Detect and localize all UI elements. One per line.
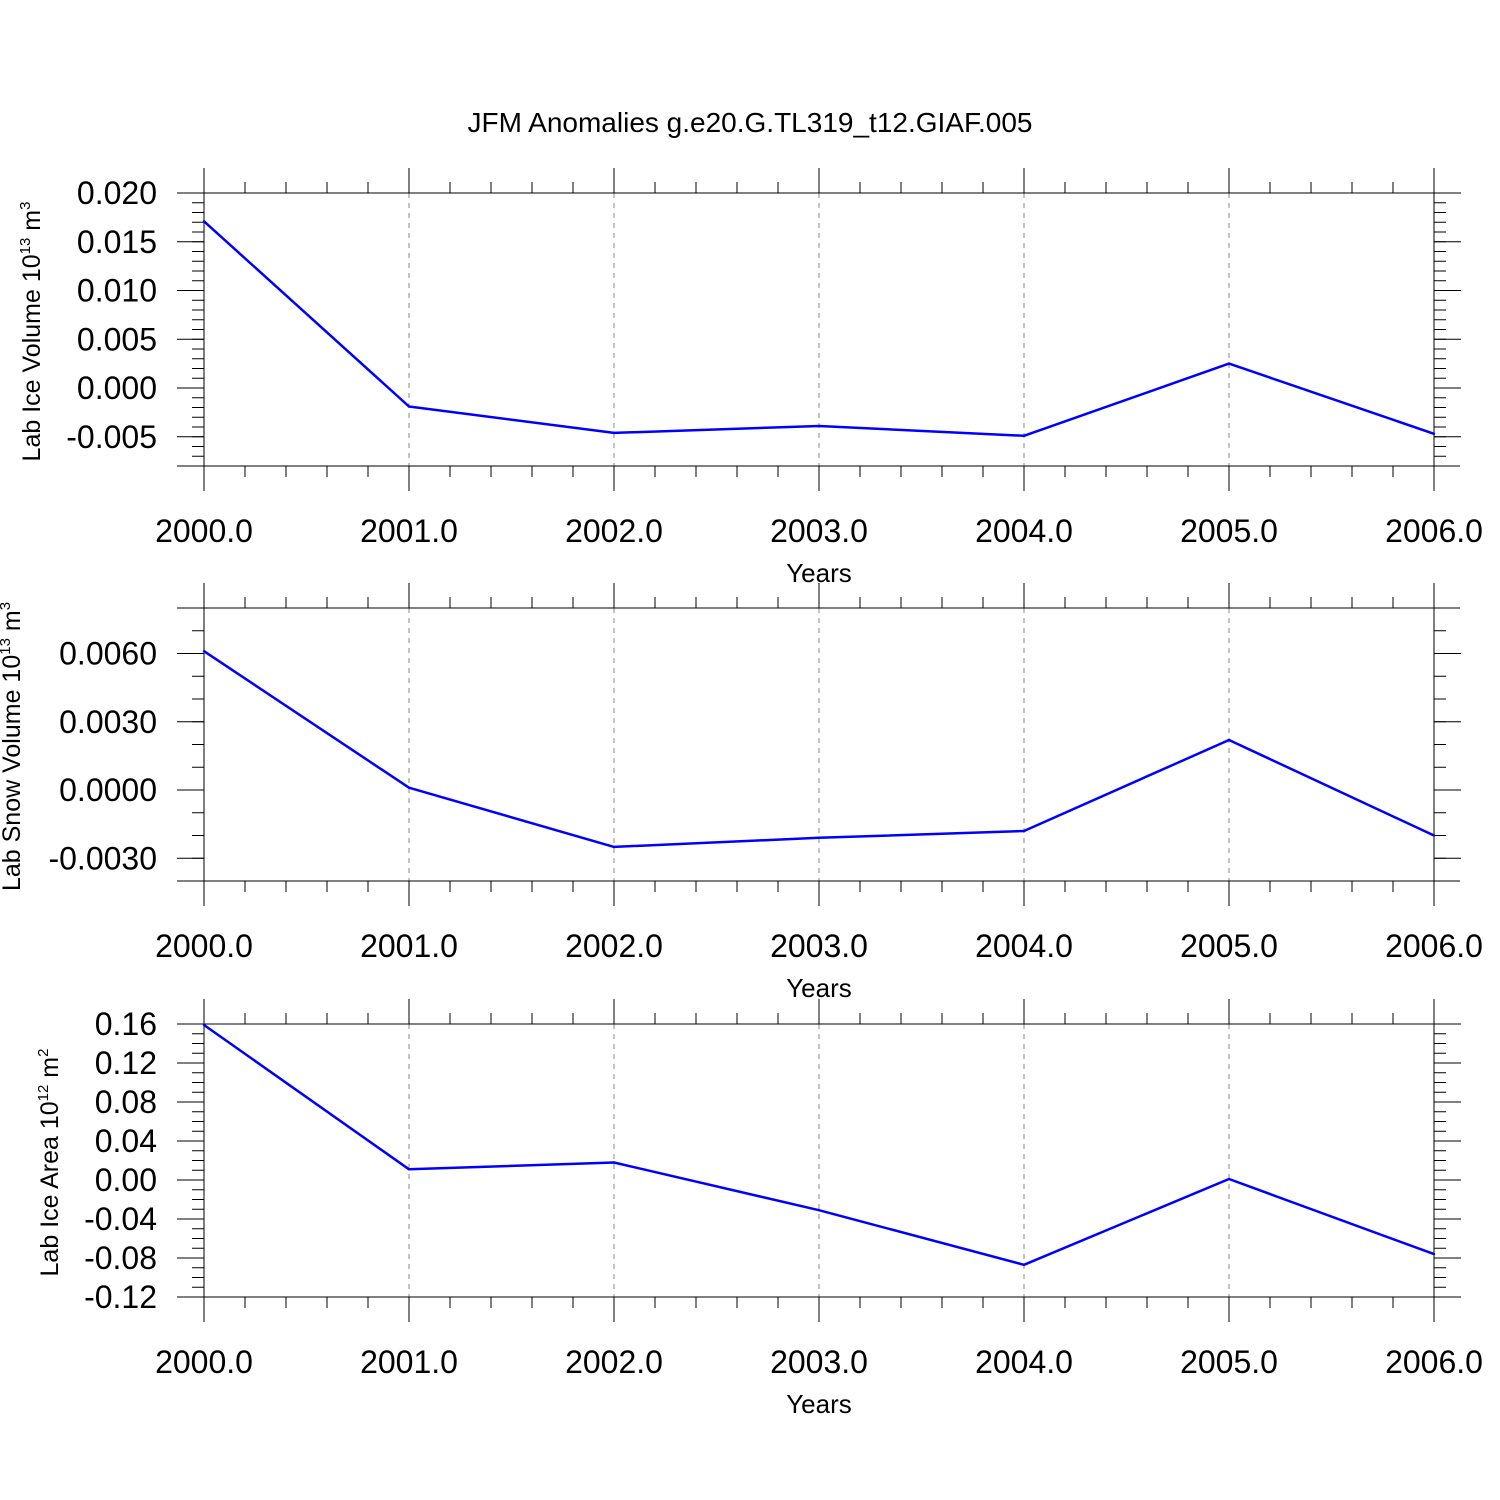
y-tick-label: 0.16 <box>95 1006 157 1042</box>
y-axis-label-exponent: 13 <box>0 638 14 655</box>
y-tick-label: 0.08 <box>95 1084 157 1120</box>
x-tick-label: 2004.0 <box>975 513 1073 549</box>
data-point <box>202 220 206 223</box>
y-tick-label: 0.010 <box>77 273 157 309</box>
data-point <box>817 1209 821 1212</box>
data-point <box>1022 434 1026 437</box>
y-axis-label-unit: m <box>36 1057 64 1085</box>
x-axis-label: Years <box>786 973 852 1003</box>
panels: 2000.0 2001.0 2002.0 2003.0 2004.0 2005.0 2006… <box>0 168 1483 1419</box>
x-tick-label: 2006.0 <box>1385 1344 1483 1380</box>
x-tick-label: 2004.0 <box>975 1344 1073 1380</box>
x-tick-label: 2006.0 <box>1385 928 1483 964</box>
y-tick-label: 0.015 <box>77 224 157 260</box>
data-point <box>407 1168 411 1171</box>
data-point <box>202 1023 206 1027</box>
x-tick-label: 2001.0 <box>360 928 458 964</box>
x-tick-label: 2006.0 <box>1385 513 1483 549</box>
y-tick-label: 0.04 <box>95 1123 157 1159</box>
y-axis-label-exponent: 12 <box>35 1085 52 1102</box>
y-axis-label-main: Lab Ice Area 10 <box>36 1101 64 1276</box>
x-tick-label: 2002.0 <box>565 513 663 549</box>
panel-3: 2000.0 2001.0 2002.0 2003.0 2004.0 2005.0 2006… <box>35 999 1483 1419</box>
y-axis-label: Lab Ice Volume 1013 m3 <box>17 202 46 462</box>
y-tick-label: 0.0030 <box>59 704 157 740</box>
y-tick-label: -0.0030 <box>48 840 157 876</box>
x-tick-label: 2002.0 <box>565 1344 663 1380</box>
data-point <box>1227 1177 1231 1181</box>
y-tick-label: 0.0000 <box>59 772 157 808</box>
x-tick-label: 2003.0 <box>770 1344 868 1380</box>
y-axis-label-unit: m <box>0 610 26 638</box>
y-axis-label-unit-exponent: 3 <box>0 602 14 610</box>
y-axis-label: Lab Ice Area 1012 m2 <box>35 1049 64 1277</box>
y-axis-label-unit-exponent: 3 <box>17 202 34 210</box>
data-point <box>612 431 616 435</box>
data-point <box>1022 829 1026 833</box>
y-tick-label: 0.005 <box>77 321 157 357</box>
y-tick-label: -0.04 <box>84 1201 157 1237</box>
x-tick-label: 2003.0 <box>770 513 868 549</box>
x-axis-label: Years <box>786 1389 852 1419</box>
data-point <box>202 650 206 653</box>
data-point <box>817 836 821 839</box>
y-axis-label-unit-exponent: 2 <box>35 1049 52 1057</box>
y-axis-label-unit: m <box>18 210 46 238</box>
y-tick-label: 0.00 <box>95 1162 157 1198</box>
x-tick-label: 2002.0 <box>565 928 663 964</box>
y-tick-label: 0.000 <box>77 370 157 406</box>
x-tick-label: 2001.0 <box>360 513 458 549</box>
x-tick-label: 2000.0 <box>155 513 253 549</box>
y-tick-label: -0.12 <box>84 1279 157 1315</box>
data-point <box>817 424 821 428</box>
data-point <box>1432 834 1436 837</box>
data-point <box>1022 1263 1026 1267</box>
panel-1: 2000.0 2001.0 2002.0 2003.0 2004.0 2005.0 2006… <box>17 168 1483 588</box>
x-tick-label: 2005.0 <box>1180 928 1278 964</box>
data-point <box>1227 738 1231 742</box>
x-tick-label: 2000.0 <box>155 928 253 964</box>
y-axis-label-exponent: 13 <box>17 238 34 255</box>
panel-2: 2000.0 2001.0 2002.0 2003.0 2004.0 2005.0 2006… <box>0 583 1483 1003</box>
y-axis-label: Lab Snow Volume 1013 m3 <box>0 602 26 891</box>
data-point <box>1227 362 1231 365</box>
x-tick-label: 2005.0 <box>1180 513 1278 549</box>
y-tick-label: 0.0060 <box>59 636 157 672</box>
data-point <box>612 1161 616 1164</box>
data-point <box>407 405 411 408</box>
y-tick-label: 0.12 <box>95 1045 157 1081</box>
x-tick-label: 2001.0 <box>360 1344 458 1380</box>
x-tick-label: 2000.0 <box>155 1344 253 1380</box>
y-tick-label: 0.020 <box>77 175 157 211</box>
x-tick-label: 2005.0 <box>1180 1344 1278 1380</box>
y-axis-label-main: Lab Ice Volume 10 <box>18 254 46 461</box>
y-tick-label: -0.08 <box>84 1240 157 1276</box>
x-tick-label: 2003.0 <box>770 928 868 964</box>
y-axis-label-main: Lab Snow Volume 10 <box>0 655 26 891</box>
chart-title: JFM Anomalies g.e20.G.TL319_t12.GIAF.005 <box>468 107 1033 138</box>
data-point <box>1432 1252 1436 1256</box>
y-tick-label: -0.005 <box>66 419 157 455</box>
data-point <box>1432 432 1436 436</box>
data-point <box>407 786 411 789</box>
data-point <box>612 845 616 849</box>
x-tick-label: 2004.0 <box>975 928 1073 964</box>
